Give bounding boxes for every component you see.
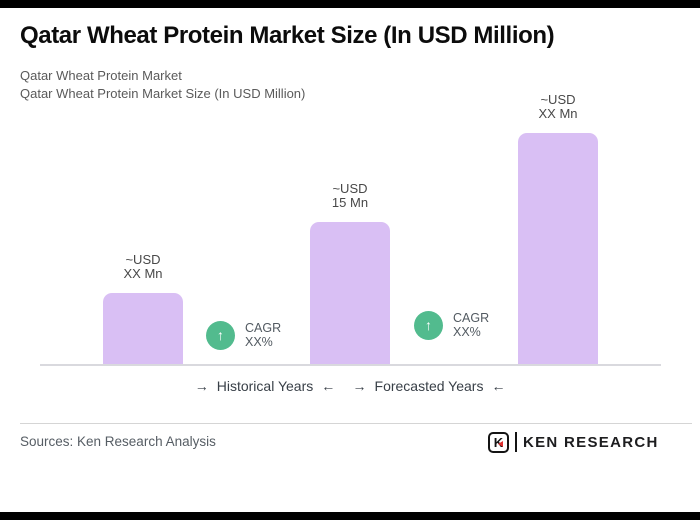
bar-value-label: ~USD 15 Mn — [331, 181, 369, 210]
axis-label-forecasted-years: → Forecasted Years ← — [353, 378, 506, 394]
red-triangle-icon — [498, 440, 503, 447]
left-arrow-icon: ← — [491, 378, 506, 394]
cagr-badge-historical: ↑ CAGR XX% — [206, 320, 281, 350]
ken-research-logo: K KEN RESEARCH — [488, 431, 659, 453]
bar-historical-start — [103, 293, 183, 364]
cagr-badge-forecast: ↑ CAGR XX% — [414, 310, 489, 340]
footer-divider — [20, 423, 692, 424]
ken-research-badge-icon: K — [488, 431, 509, 453]
subtitle-line-1: Qatar Wheat Protein Market — [20, 68, 182, 83]
growth-up-arrow-icon: ↑ — [414, 310, 443, 340]
page-title: Qatar Wheat Protein Market Size (In USD … — [20, 22, 555, 49]
axis-label-text: Forecasted Years — [374, 378, 484, 394]
growth-up-arrow-icon: ↑ — [206, 320, 235, 350]
top-black-band — [0, 0, 700, 8]
axis-label-text: Historical Years — [216, 378, 314, 394]
sources-note: Sources: Ken Research Analysis — [20, 434, 216, 449]
axis-label-historical-years: → Historical Years ← — [195, 378, 336, 394]
bottom-black-band — [0, 512, 700, 520]
bar-historical-end — [310, 222, 390, 364]
cagr-label: CAGR XX% — [453, 310, 490, 340]
cagr-label: CAGR XX% — [245, 320, 282, 350]
x-axis-line — [40, 364, 661, 366]
bar-value-label: ~USD XX Mn — [123, 252, 163, 281]
logo-wordmark: KEN RESEARCH — [523, 433, 659, 451]
left-arrow-icon: ← — [321, 378, 336, 394]
right-arrow-icon: → — [352, 378, 367, 394]
bar-value-label: ~USD XX Mn — [538, 92, 578, 121]
logo-separator — [515, 432, 517, 452]
bar-forecast — [518, 133, 598, 364]
subtitle-line-2: Qatar Wheat Protein Market Size (In USD … — [20, 86, 306, 101]
right-arrow-icon: → — [194, 378, 209, 394]
chart-subtitle: Qatar Wheat Protein Market Qatar Wheat P… — [20, 67, 305, 103]
